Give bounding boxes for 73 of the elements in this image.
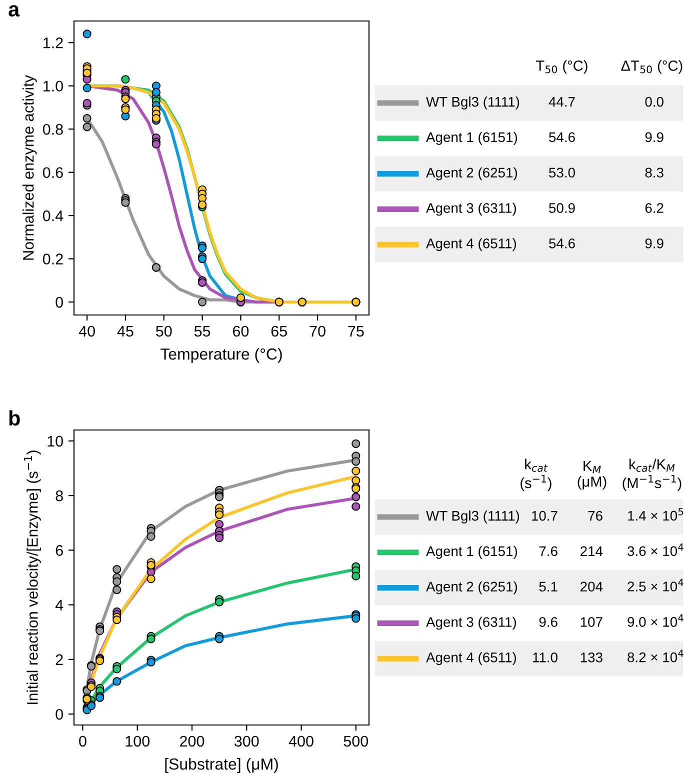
- text: 2.5 × 10$^{4}$: [628, 578, 684, 592]
- y-tick-label: 0.6: [42, 167, 63, 178]
- text: 8.2 × 10$^{4}$: [628, 650, 684, 662]
- y-tick-label: 0.2: [42, 254, 63, 264]
- text: k$_{cat}$ (s$^{−1}$): [520, 458, 552, 492]
- text: 5.1: [539, 582, 558, 592]
- text: 10.7: [532, 510, 558, 521]
- text: 7.6: [539, 546, 558, 556]
- y-tick-label: 4: [55, 600, 64, 610]
- legend-label: Agent 2 (6251): [426, 581, 518, 594]
- legend-label: Agent 4 (6511): [426, 238, 516, 252]
- legend-label: WT Bgl3 (1111): [426, 96, 520, 110]
- y-tick-label: 0.4: [42, 210, 64, 222]
- x-tick-label: 45: [117, 326, 134, 337]
- text: 54.6: [549, 238, 575, 248]
- y-tick-label: 0: [56, 708, 63, 720]
- x-tick-label: 500: [344, 736, 368, 747]
- x-tick-label: 40: [78, 326, 95, 337]
- x-tick-label: 300: [234, 736, 259, 747]
- x-tick-label: 100: [126, 736, 150, 747]
- legend-label: Agent 1 (6151): [426, 132, 518, 145]
- text: 1.4 × 10$^{5}$: [628, 508, 684, 521]
- legend-label: Agent 2 (6251): [426, 167, 518, 180]
- legend-label: Agent 3 (6311): [426, 616, 516, 630]
- text: 214: [580, 546, 603, 556]
- text: 50.9: [549, 203, 575, 213]
- text: 6.2: [645, 203, 664, 213]
- text: 44.7: [548, 97, 575, 107]
- text: 76: [588, 510, 602, 521]
- text: 9.9: [645, 132, 664, 142]
- y-tick-label: 1.2: [44, 37, 63, 48]
- x-tick-label: 50: [156, 326, 172, 337]
- text: T$_{50}$ (°C): [536, 60, 588, 74]
- text: k$_{cat}$/K$_{M}$ (M$^{−1}$s$^{−1}$): [622, 458, 682, 492]
- text: 9.6: [539, 617, 558, 627]
- x-tick-label: 200: [180, 736, 204, 747]
- legend-label: Agent 3 (6311): [426, 202, 516, 216]
- text: 53.0: [549, 168, 575, 178]
- x-tick-label: 75: [348, 326, 364, 337]
- text: 8.3: [645, 168, 664, 178]
- y-tick-label: 10: [48, 436, 63, 447]
- x-tick-label: 55: [194, 326, 210, 337]
- x-axis-title: Temperature (°C): [160, 348, 282, 363]
- text: 204: [580, 582, 603, 592]
- y-axis-title: Initial reaction velocity/[Enzyme] (s$^{−1}$): [24, 450, 41, 704]
- x-tick-label: 70: [310, 326, 326, 337]
- x-tick-label: 60: [232, 326, 249, 337]
- text: 9.9: [645, 238, 664, 248]
- x-tick-label: 400: [288, 736, 314, 747]
- y-tick-label: 0: [56, 296, 63, 308]
- text: 11.0: [533, 652, 558, 662]
- y-tick-label: 2: [56, 654, 63, 665]
- y-tick-label: 1.0: [44, 80, 63, 92]
- y-tick-label: 0.8: [42, 124, 63, 135]
- x-tick-label: 0: [79, 736, 86, 747]
- text: K$_{M}$ (μM): [578, 460, 606, 490]
- text: 3.6 × 10$^{4}$: [628, 543, 684, 556]
- x-tick-label: 65: [271, 326, 287, 337]
- x-axis-title: [Substrate] (μM): [165, 758, 278, 773]
- chart-title: b: [9, 410, 20, 426]
- legend-label: Agent 1 (6151): [426, 546, 518, 559]
- text: 0.0: [645, 96, 664, 107]
- y-tick-label: 6: [56, 545, 63, 556]
- text: 9.0 × 10$^{4}$: [628, 614, 684, 627]
- text: ΔT$_{50}$ (°C): [621, 60, 682, 74]
- text: 54.6: [549, 132, 575, 142]
- legend-label: WT Bgl3 (1111): [426, 510, 520, 524]
- chart-title: a: [8, 5, 20, 17]
- legend-label: Agent 4 (6511): [426, 652, 516, 666]
- y-tick-label: 8: [56, 490, 63, 502]
- text: 133: [580, 652, 602, 662]
- y-axis-title: Normalized enzyme activity: [22, 75, 37, 260]
- text: 107: [580, 617, 602, 627]
